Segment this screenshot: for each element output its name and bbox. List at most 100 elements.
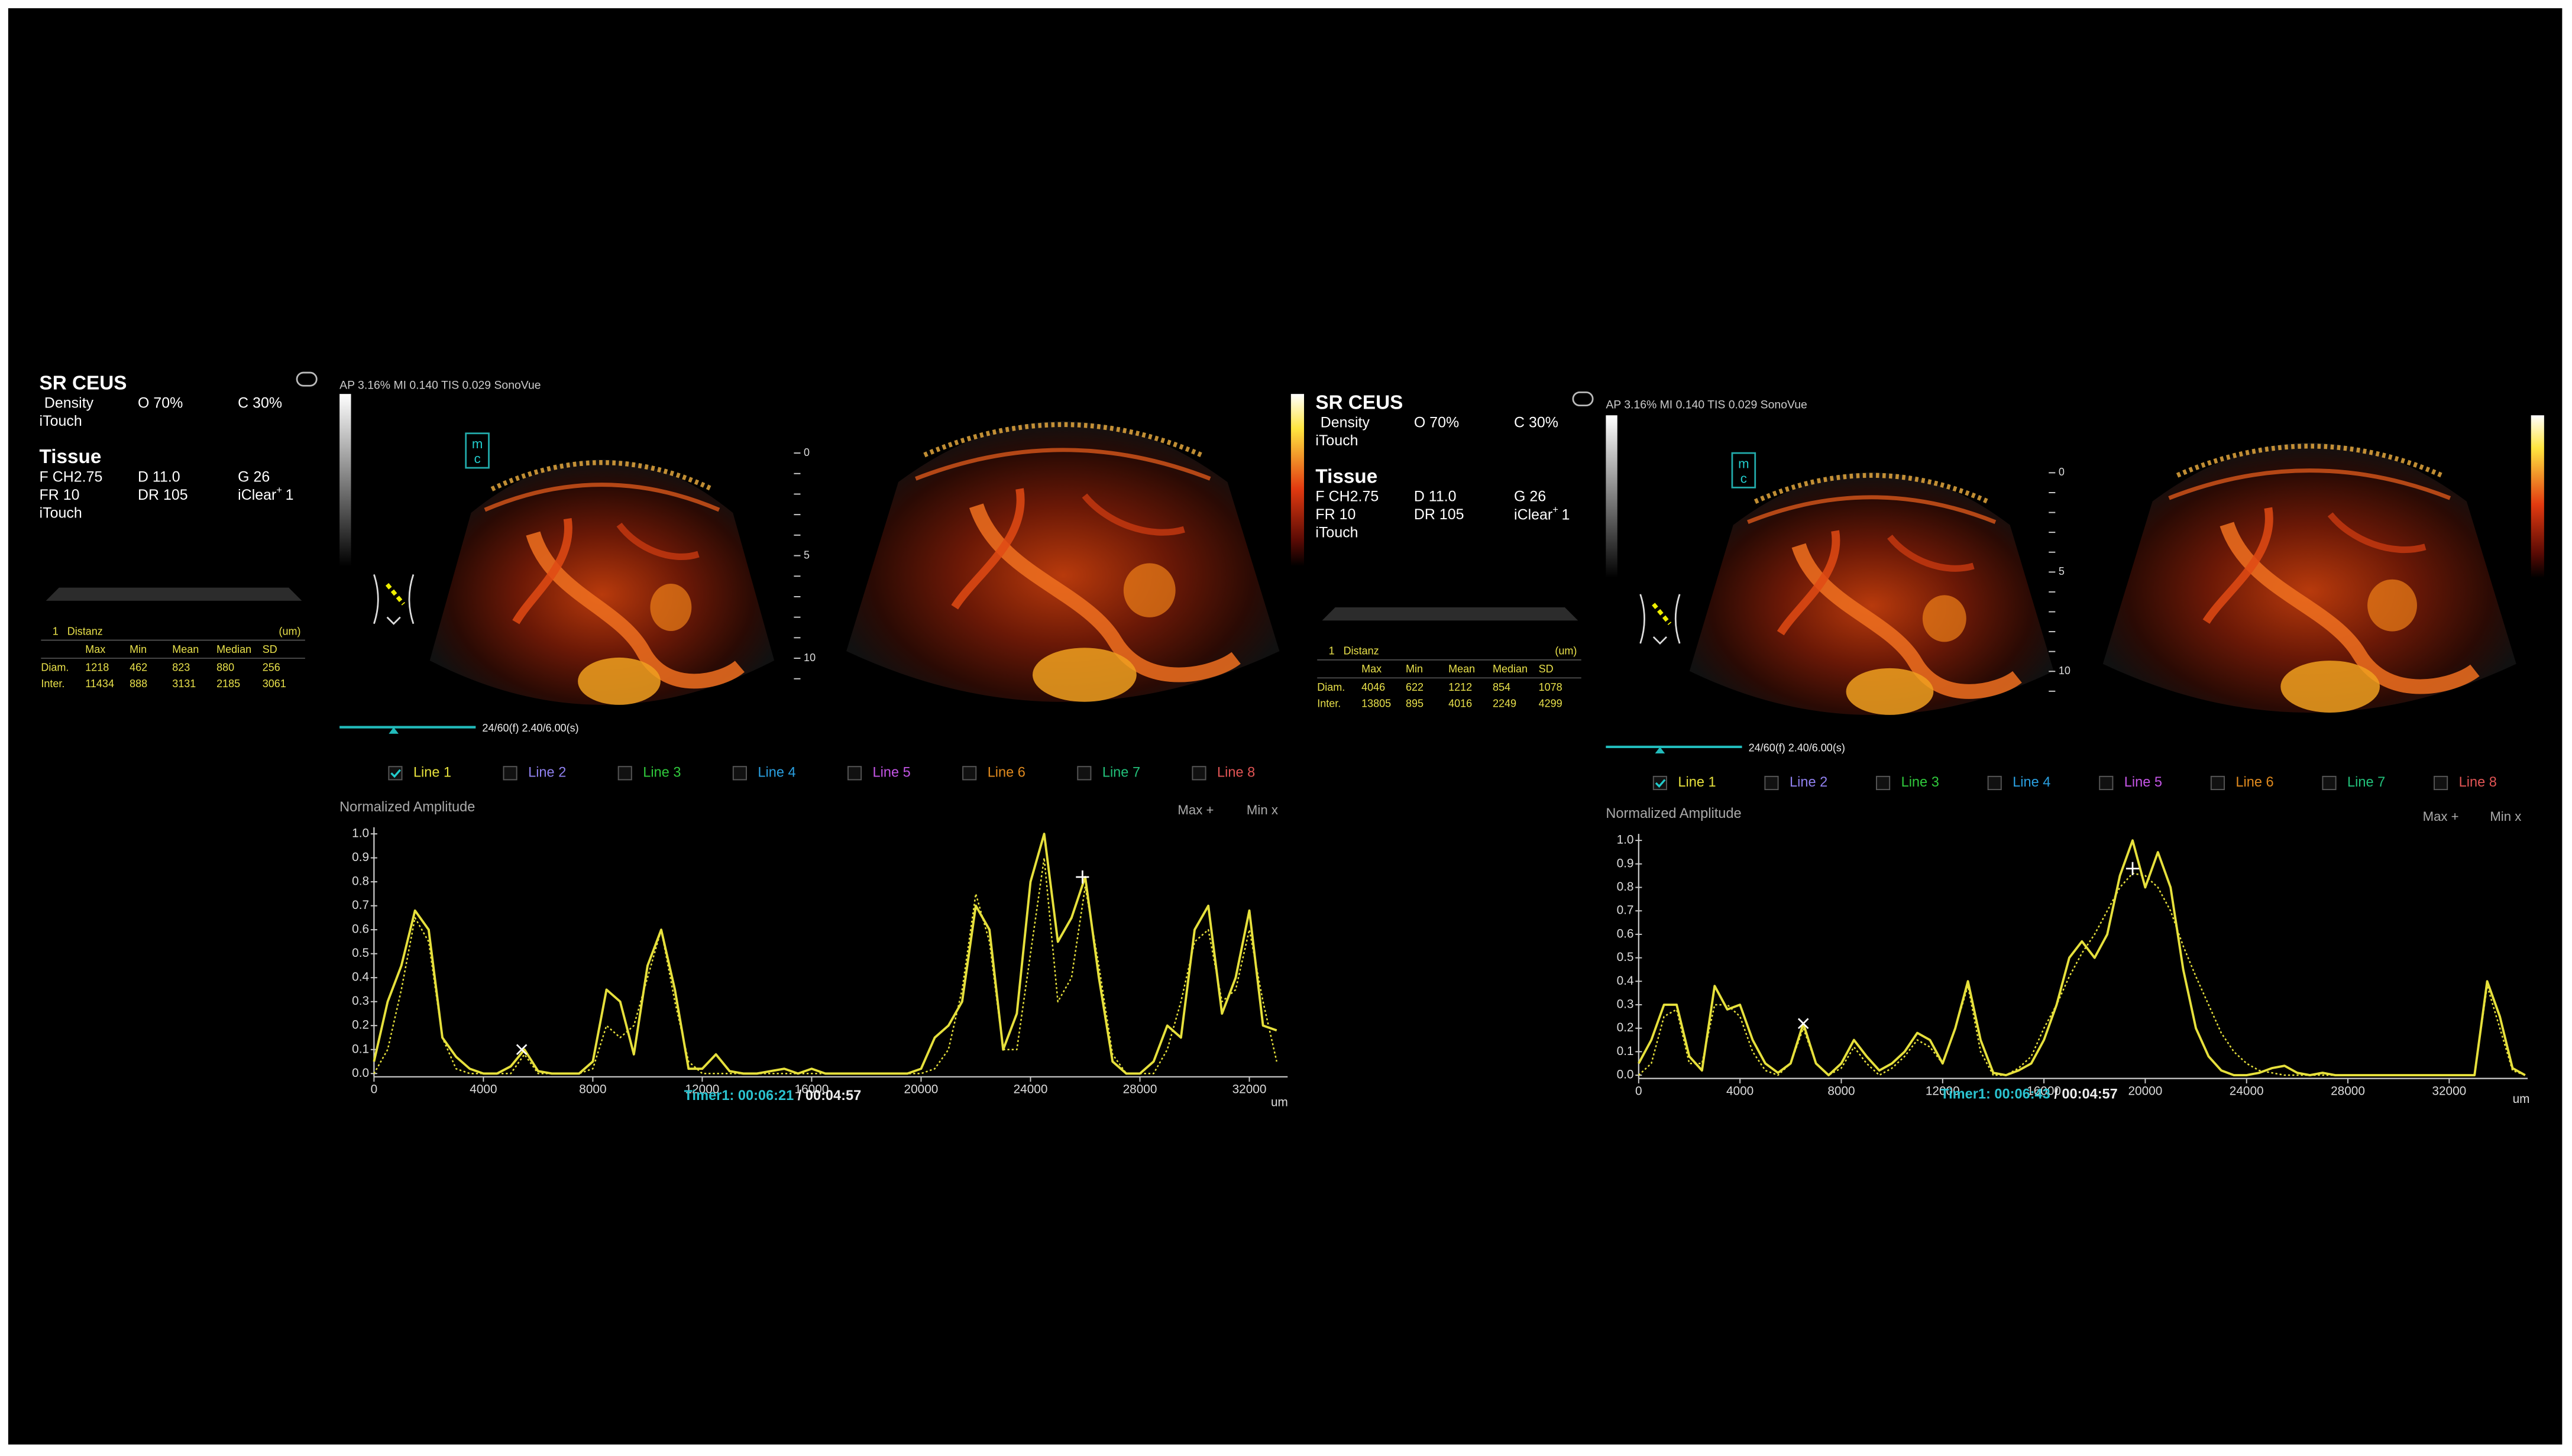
line-checkbox[interactable] [1764, 775, 1779, 791]
bright-region [578, 657, 661, 705]
info-text: C 30% [1514, 415, 1558, 431]
probe-icon [1652, 603, 1672, 625]
line-checkbox[interactable] [2434, 775, 2448, 791]
bright-region [1846, 668, 1934, 715]
y-tick-label: 0.6 [1617, 927, 1634, 940]
table-cell: 4016 [1448, 698, 1472, 710]
line-checkbox[interactable] [1987, 775, 2002, 791]
ultrasound-sector [846, 421, 1280, 702]
table-row-label: Diam. [1317, 681, 1345, 693]
line-checkbox[interactable] [1652, 775, 1667, 791]
y-tick-label: 0.3 [1617, 997, 1634, 1011]
line-checkbox[interactable] [1876, 775, 1891, 791]
depth-label: 5 [2059, 565, 2065, 577]
tissue-title: Tissue [1315, 466, 1377, 488]
line-label[interactable]: Line 7 [1102, 765, 1140, 780]
y-tick-label: 0.1 [1617, 1044, 1634, 1058]
line-label[interactable]: Line 3 [643, 765, 681, 780]
line-checkbox[interactable] [847, 766, 862, 781]
frame-handle [1655, 746, 1665, 754]
max-marker [1076, 870, 1089, 884]
info-text: F CH2.75 [1315, 488, 1379, 505]
table-header: Mean [1448, 663, 1475, 675]
table-cell: 256 [263, 661, 280, 673]
line-label[interactable]: Line 2 [528, 765, 566, 780]
bright-region [1033, 648, 1137, 702]
line-checkbox[interactable] [388, 766, 403, 781]
timer-text: / 00:04:57 [2050, 1086, 2118, 1102]
timer-text: Timer1: 00:06:43 [1940, 1086, 2050, 1102]
line-checkbox[interactable] [617, 766, 632, 781]
min-label[interactable]: Min x [2490, 809, 2521, 824]
line-label[interactable]: Line 8 [1217, 765, 1255, 780]
y-tick-label: 0.2 [352, 1018, 369, 1032]
line-label[interactable]: Line 5 [2124, 774, 2162, 790]
x-tick-label: 20000 [2128, 1084, 2162, 1098]
info-text: iClear+ 1 [1514, 504, 1570, 523]
line-label[interactable]: Line 6 [988, 765, 1025, 780]
table-cell: 823 [172, 661, 190, 673]
chart-title: Normalized Amplitude [1606, 805, 1741, 821]
line-checkbox[interactable] [2322, 775, 2337, 791]
frame-text: 24/60(f) 2.40/6.00(s) [1749, 742, 1845, 753]
tissue-band [490, 460, 714, 491]
x-tick-label: 4000 [1726, 1084, 1754, 1098]
x-tick-label: 8000 [579, 1083, 606, 1096]
body-icon [373, 574, 415, 625]
line-label[interactable]: Line 1 [413, 765, 451, 780]
line-checkbox[interactable] [1077, 766, 1092, 781]
line-label[interactable]: Line 7 [2347, 774, 2385, 790]
line-label[interactable]: Line 8 [2459, 774, 2497, 790]
frame-text: 24/60(f) 2.40/6.00(s) [482, 722, 578, 734]
table-cell: 622 [1406, 681, 1424, 693]
line-label[interactable]: Line 6 [2235, 774, 2273, 790]
depth-label: 10 [804, 652, 816, 664]
gray-scale-bar [339, 394, 351, 567]
x-tick-label: 32000 [1232, 1083, 1267, 1096]
info-text: Density [44, 394, 94, 411]
info-text: 1 [1561, 506, 1570, 523]
line-label[interactable]: Line 5 [873, 765, 911, 780]
depth-label: 10 [2059, 665, 2070, 677]
vessel [951, 488, 1025, 610]
bright-region [1123, 563, 1176, 617]
line-checkbox[interactable] [962, 766, 977, 781]
line-checkbox[interactable] [1192, 766, 1206, 781]
table-cell: 880 [216, 661, 234, 673]
max-label[interactable]: Max + [2423, 809, 2459, 824]
table-cell: 13805 [1361, 698, 1391, 710]
tissue-band [2168, 468, 2451, 500]
info-text: Density [1321, 415, 1370, 431]
table-header: Median [1493, 663, 1528, 675]
line-label[interactable]: Line 4 [758, 765, 795, 780]
x-tick-label: 12000 [685, 1083, 720, 1096]
logo [1731, 452, 1756, 488]
line-label[interactable]: Line 1 [1678, 774, 1716, 790]
line-checkbox[interactable] [732, 766, 747, 781]
y-tick-label: 0.0 [1617, 1068, 1634, 1082]
vessel [2220, 522, 2480, 694]
line-label[interactable]: Line 3 [1901, 774, 1939, 790]
line-label[interactable]: Line 2 [1790, 774, 1827, 790]
y-tick-label: 0.7 [352, 898, 369, 912]
panel-tab [46, 587, 302, 601]
min-label[interactable]: Min x [1247, 803, 1278, 817]
table-row-label: Diam. [41, 661, 69, 673]
y-tick-label: 1.0 [1617, 833, 1634, 847]
table-text: 1 [53, 625, 59, 637]
logo [465, 432, 490, 469]
x-tick-label: 24000 [1014, 1083, 1048, 1096]
line-checkbox[interactable] [503, 766, 517, 781]
x-tick-label: 24000 [2230, 1084, 2264, 1098]
line-checkbox[interactable] [2210, 775, 2225, 791]
info-text: iClear [238, 487, 276, 503]
checkmark [390, 769, 402, 778]
max-label[interactable]: Max + [1177, 803, 1214, 817]
checkmark [1655, 779, 1666, 788]
line-label[interactable]: Line 4 [2013, 774, 2050, 790]
depth-label: 0 [804, 446, 810, 458]
frame-handle [389, 727, 399, 734]
line-checkbox[interactable] [2099, 775, 2114, 791]
table-header: SD [263, 643, 277, 655]
info-text: G 26 [238, 468, 270, 485]
